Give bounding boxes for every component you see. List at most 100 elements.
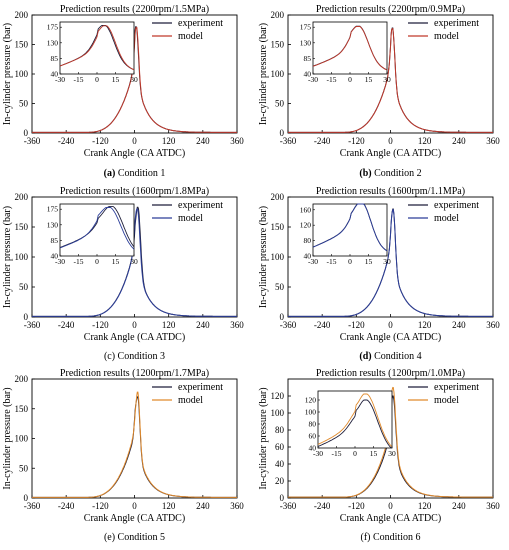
x-tick-label: 0 [132, 501, 137, 511]
x-tick-label: 0 [388, 501, 393, 511]
series-line-model [32, 391, 237, 498]
y-tick-label: 50 [275, 99, 285, 109]
x-tick-label: 240 [452, 320, 466, 330]
inset-y-tick-label: 60 [309, 432, 317, 441]
inset-y-tick-label: 40 [309, 444, 317, 453]
inset-x-tick-label: 15 [112, 257, 120, 266]
y-tick-label: 200 [271, 10, 285, 20]
inset-y-tick-label: 130 [47, 220, 59, 229]
caption-text: Condition 3 [115, 351, 165, 362]
inset-x-tick-label: 15 [365, 257, 373, 266]
panel-caption: (f) Condition 6 [360, 532, 420, 543]
x-tick-label: -240 [314, 136, 331, 146]
chart-panel-3: Prediction results (1600rpm/1.8MPa) -360 -… [2, 186, 244, 362]
inset-y-tick-label: 40 [51, 70, 59, 79]
inset-y-tick-label: 130 [300, 38, 312, 47]
x-tick-label: 120 [162, 320, 176, 330]
x-axis-label: Crank Angle (CA ATDC) [84, 148, 185, 159]
y-axis-label: In-cylinder pressure (bar) [2, 387, 13, 489]
inset-frame [312, 21, 388, 75]
x-tick-label: 360 [486, 320, 500, 330]
y-tick-label: 200 [271, 192, 285, 202]
inset-series-line-model [59, 207, 135, 250]
x-tick-label: 0 [388, 320, 393, 330]
inset-x-tick-label: -30 [313, 449, 323, 458]
y-axis-label: In-cylinder pressure (bar) [258, 206, 269, 308]
caption-text: Condition 5 [115, 532, 165, 543]
chart-title: Prediction results (2200rpm/0.9MPa) [316, 4, 465, 15]
caption-text: Condition 4 [372, 351, 422, 362]
y-tick-label: 100 [15, 252, 29, 262]
inset-x-tick-label: 30 [130, 75, 138, 84]
inset-x-tick-label: 30 [130, 257, 138, 266]
inset-x-tick-label: -15 [74, 75, 84, 84]
y-tick-label: 200 [15, 374, 29, 384]
series-line-model [288, 209, 493, 317]
x-tick-label: 240 [452, 501, 466, 511]
x-tick-label: -240 [58, 501, 75, 511]
plot-frame [31, 378, 238, 499]
legend-label: experiment [434, 18, 479, 29]
inset-x-tick-label: 15 [365, 75, 373, 84]
x-tick-label: -240 [58, 320, 75, 330]
inset-x-tick-label: -30 [55, 75, 65, 84]
caption-text: Condition 2 [372, 168, 422, 179]
y-tick-label: 100 [271, 408, 285, 418]
x-tick-label: 360 [230, 320, 244, 330]
legend-label: experiment [178, 200, 223, 211]
inset-frame [312, 203, 388, 257]
y-axis-label: In-cylinder pressure (bar) [258, 387, 269, 489]
y-tick-label: 150 [271, 222, 285, 232]
y-tick-label: 100 [15, 69, 29, 79]
x-axis-label: Crank Angle (CA ATDC) [340, 513, 441, 524]
y-tick-label: 150 [15, 222, 29, 232]
x-tick-label: 240 [196, 320, 210, 330]
y-tick-label: 0 [24, 128, 29, 138]
y-tick-label: 0 [280, 493, 285, 503]
inset-y-tick-label: 100 [305, 408, 317, 417]
panel-caption: (e) Condition 5 [104, 532, 165, 543]
x-tick-label: 120 [162, 136, 176, 146]
inset-frame [59, 21, 135, 75]
x-tick-label: -120 [92, 320, 109, 330]
inset-frame [317, 390, 393, 449]
inset-x-tick-label: 0 [348, 257, 352, 266]
y-tick-label: 0 [280, 312, 285, 322]
inset-x-tick-label: 0 [95, 257, 99, 266]
inset-plot: -30 -15 0 15 30 40 80 120 160 [300, 203, 391, 266]
panel-caption: (a) Condition 1 [104, 168, 166, 179]
x-tick-label: 120 [418, 136, 432, 146]
x-tick-label: -360 [280, 501, 297, 511]
y-tick-label: 50 [275, 282, 285, 292]
x-tick-label: -240 [58, 136, 75, 146]
inset-y-tick-label: 85 [51, 54, 59, 63]
caption-text: Condition 1 [115, 168, 165, 179]
inset-y-tick-label: 120 [300, 221, 312, 230]
x-axis-label: Crank Angle (CA ATDC) [84, 513, 185, 524]
inset-y-tick-label: 175 [300, 23, 312, 32]
x-tick-label: -120 [92, 136, 109, 146]
x-tick-label: 240 [452, 136, 466, 146]
inset-x-tick-label: 30 [388, 449, 396, 458]
y-tick-label: 50 [19, 282, 29, 292]
x-tick-label: -240 [314, 320, 331, 330]
y-tick-label: 100 [15, 434, 29, 444]
inset-y-tick-label: 120 [305, 396, 317, 405]
legend-label: model [178, 31, 203, 42]
x-tick-label: -360 [24, 501, 41, 511]
inset-series-line-experiment [317, 399, 393, 449]
inset-series-line-experiment [59, 205, 135, 249]
legend-label: model [434, 395, 459, 406]
legend-label: experiment [434, 382, 479, 393]
x-tick-label: 360 [486, 501, 500, 511]
legend-label: model [178, 213, 203, 224]
chart-panel-1: Prediction results (2200rpm/1.5MPa) -360 -… [2, 4, 244, 179]
panel-caption: (b) Condition 2 [359, 168, 421, 179]
inset-y-tick-label: 40 [304, 252, 312, 261]
chart-panel-4: Prediction results (1600rpm/1.1MPa) -360 -… [258, 186, 500, 362]
caption-letter: (e) [104, 532, 115, 543]
series-line-experiment [32, 396, 237, 498]
y-tick-label: 0 [24, 312, 29, 322]
inset-y-tick-label: 40 [304, 70, 312, 79]
